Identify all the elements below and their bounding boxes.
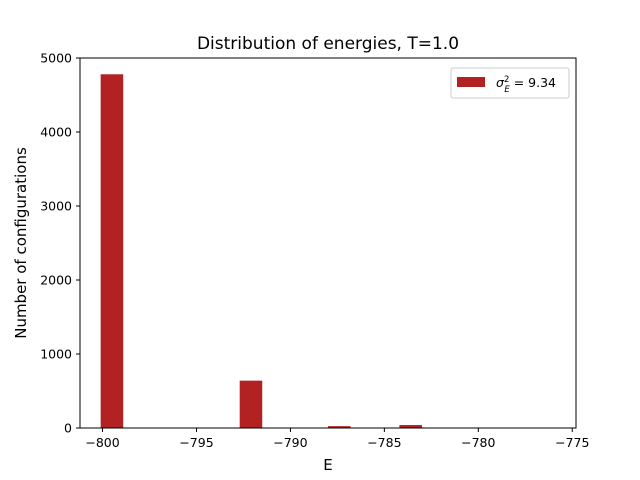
legend: σ2 E = 9.34 xyxy=(450,67,570,99)
bar-group xyxy=(100,74,422,428)
histogram-bar xyxy=(399,425,422,428)
y-tick-label: 4000 xyxy=(40,125,72,140)
histogram-bar xyxy=(328,426,351,428)
legend-box xyxy=(450,67,570,99)
x-axis-ticks: −800 −795 −790 −785 −780 −775 xyxy=(85,428,589,450)
x-tick-label: −785 xyxy=(367,435,401,450)
y-tick-label: 0 xyxy=(64,421,72,436)
legend-superscript: 2 xyxy=(504,75,509,85)
plot-frame xyxy=(79,57,577,429)
legend-sigma: σ xyxy=(496,75,505,90)
chart-title: Distribution of energies, T=1.0 xyxy=(197,34,459,54)
y-tick-label: 3000 xyxy=(40,199,72,214)
legend-swatch xyxy=(457,77,485,87)
y-axis-ticks: 0 1000 2000 3000 4000 5000 xyxy=(40,51,80,436)
x-axis-title: E xyxy=(323,456,332,474)
y-tick-label: 5000 xyxy=(40,51,72,66)
legend-value: = 9.34 xyxy=(510,75,556,90)
legend-label: σ2 E = 9.34 xyxy=(496,75,556,95)
y-tick-label: 1000 xyxy=(40,347,72,362)
x-tick-label: −790 xyxy=(273,435,307,450)
x-tick-label: −795 xyxy=(179,435,213,450)
x-tick-label: −780 xyxy=(461,435,495,450)
x-tick-label: −775 xyxy=(555,435,589,450)
y-tick-label: 2000 xyxy=(40,273,72,288)
legend-subscript: E xyxy=(504,85,510,95)
histogram-bar xyxy=(239,380,263,428)
histogram-bar xyxy=(100,74,124,428)
y-axis-title: Number of configurations xyxy=(12,147,30,339)
x-tick-label: −800 xyxy=(85,435,119,450)
